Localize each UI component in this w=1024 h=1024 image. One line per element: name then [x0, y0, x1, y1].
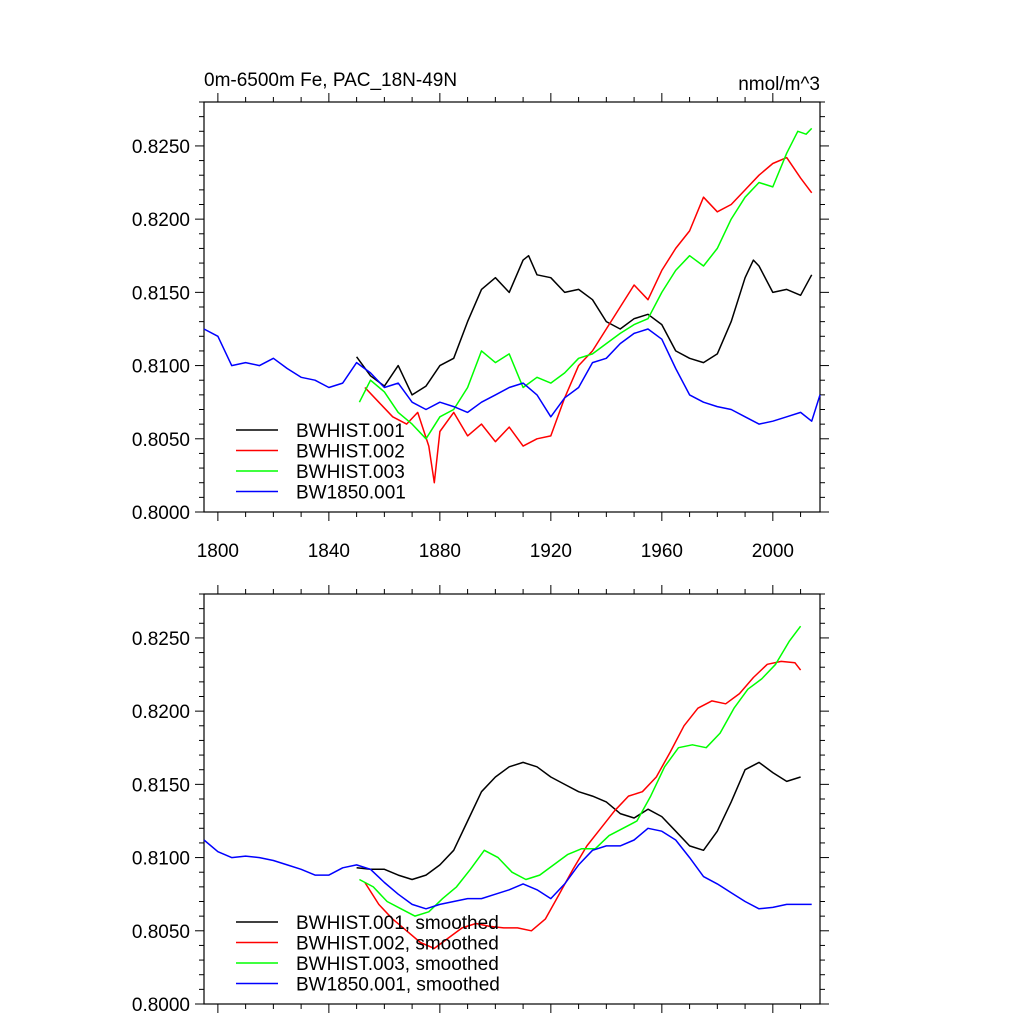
y-tick-label: 0.8200: [132, 702, 190, 723]
series-line: [359, 625, 802, 917]
units-label: nmol/m^3: [738, 74, 820, 95]
legend-label: BWHIST.001: [296, 421, 405, 442]
y-tick-label: 0.8050: [132, 922, 190, 943]
y-tick-label: 0.8000: [132, 503, 190, 524]
series-line: [358, 127, 813, 440]
x-tick-label: 1960: [641, 541, 683, 562]
legend-label: BW1850.001, smoothed: [296, 975, 500, 996]
y-tick-label: 0.8250: [132, 137, 190, 158]
y-tick-label: 0.8100: [132, 357, 190, 378]
legend-label: BWHIST.003, smoothed: [296, 954, 499, 975]
x-tick-label: 1920: [530, 541, 572, 562]
legend-label: BWHIST.003: [296, 462, 405, 483]
legend-label: BWHIST.001, smoothed: [296, 913, 499, 934]
y-tick-label: 0.8100: [132, 849, 190, 870]
legend-label: BWHIST.002, smoothed: [296, 934, 499, 955]
y-tick-label: 0.8250: [132, 629, 190, 650]
bottom-panel: 0.8000 0.8050 0.8100 0.8150 0.8200 0.8250 BWHI…: [132, 585, 829, 1016]
y-tick-label: 0.8150: [132, 775, 190, 796]
series-line: [364, 156, 813, 484]
x-tick-label: 1800: [197, 541, 239, 562]
x-tick-label: 1880: [419, 541, 461, 562]
y-tick-label: 0.8200: [132, 210, 190, 231]
series-line: [355, 254, 813, 396]
y-tick-label: 0.8000: [132, 995, 190, 1016]
y-tick-label: 0.8150: [132, 283, 190, 304]
x-tick-label: 2000: [752, 541, 794, 562]
chart-title: 0m-6500m Fe, PAC_18N-49N: [204, 70, 457, 91]
y-tick-label: 0.8050: [132, 430, 190, 451]
legend-label: BW1850.001: [296, 483, 406, 504]
x-tick-label: 1840: [308, 541, 350, 562]
series-line: [364, 660, 802, 950]
series-line: [203, 328, 821, 425]
legend-label: BWHIST.002: [296, 442, 405, 463]
series-line: [203, 827, 812, 910]
top-panel: 0.8000 0.8050 0.8100 0.8150 0.8200 0.8250 1800…: [132, 70, 829, 562]
series-line: [356, 761, 801, 881]
